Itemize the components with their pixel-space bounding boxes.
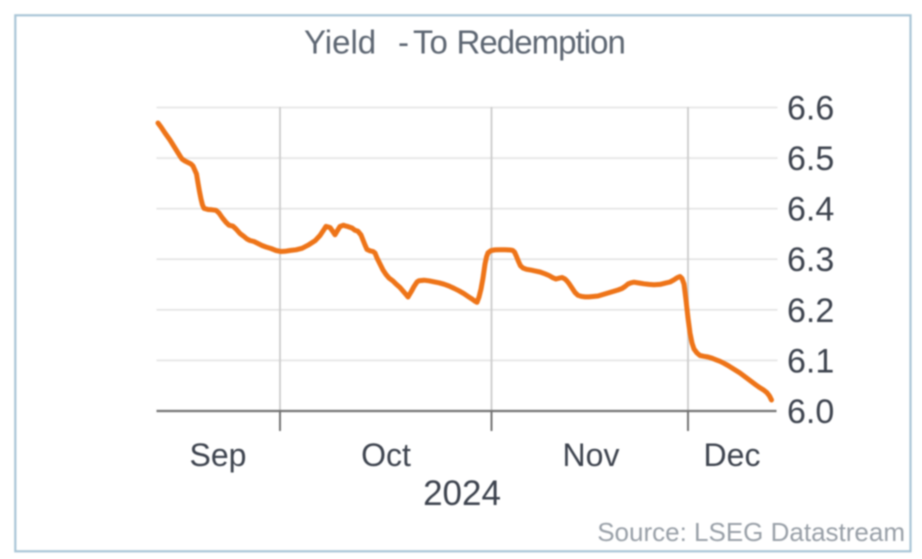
- svg-text:Source: LSEG Datastream: Source: LSEG Datastream: [597, 517, 905, 547]
- svg-text:Nov: Nov: [563, 437, 620, 473]
- svg-text:6.5: 6.5: [787, 140, 834, 178]
- svg-text:6.4: 6.4: [787, 191, 834, 229]
- svg-text:2024: 2024: [423, 474, 501, 513]
- svg-text:6.0: 6.0: [787, 393, 834, 431]
- svg-text:6.6: 6.6: [787, 90, 834, 128]
- svg-text:6.3: 6.3: [787, 241, 834, 279]
- svg-text:6.2: 6.2: [787, 292, 834, 330]
- svg-text:6.1: 6.1: [787, 342, 834, 380]
- svg-text:Oct: Oct: [361, 437, 411, 473]
- svg-text:Sep: Sep: [190, 437, 247, 473]
- svg-text:Dec: Dec: [704, 437, 761, 473]
